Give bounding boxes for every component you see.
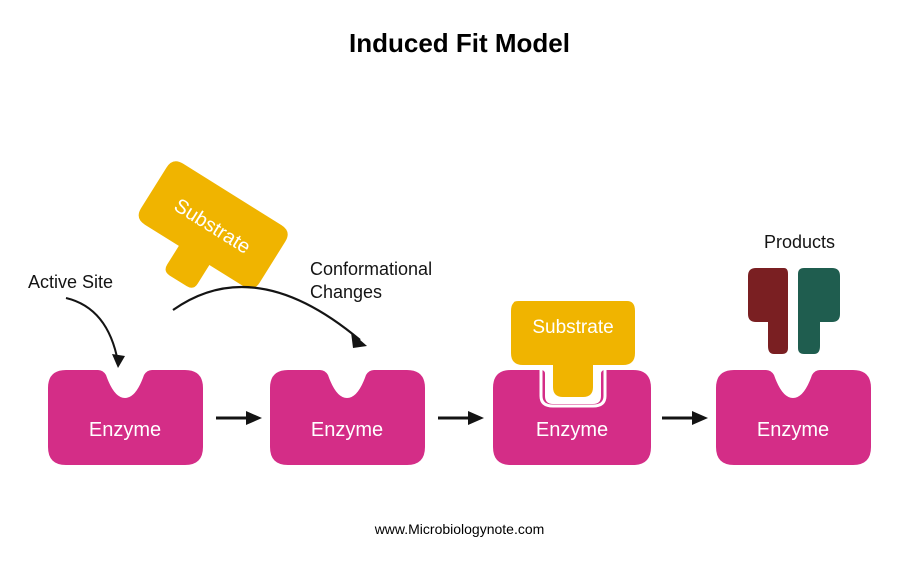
enzyme-4-text: Enzyme — [757, 419, 829, 441]
products-shapes — [740, 268, 850, 363]
enzyme-2-text: Enzyme — [311, 419, 383, 441]
substrate-to-enzyme-arrow — [155, 270, 385, 380]
enzyme-1-text: Enzyme — [89, 419, 161, 441]
enzyme-stage-2: Enzyme — [270, 370, 425, 470]
diagram-title: Induced Fit Model — [0, 28, 919, 59]
enzyme-stage-3: Substrate Enzyme — [493, 300, 653, 470]
enzyme-stage-1: Enzyme — [48, 370, 203, 470]
enzyme-stage-4: Enzyme — [716, 370, 871, 470]
active-site-arrow — [48, 290, 158, 380]
arrow-3-4 — [660, 408, 710, 428]
enzyme-3-text: Enzyme — [536, 419, 608, 441]
arrow-1-2 — [214, 408, 264, 428]
products-label: Products — [764, 232, 835, 253]
arrow-2-3 — [436, 408, 486, 428]
substrate-bound-text: Substrate — [532, 317, 613, 338]
footer-credit: www.Microbiologynote.com — [0, 521, 919, 537]
